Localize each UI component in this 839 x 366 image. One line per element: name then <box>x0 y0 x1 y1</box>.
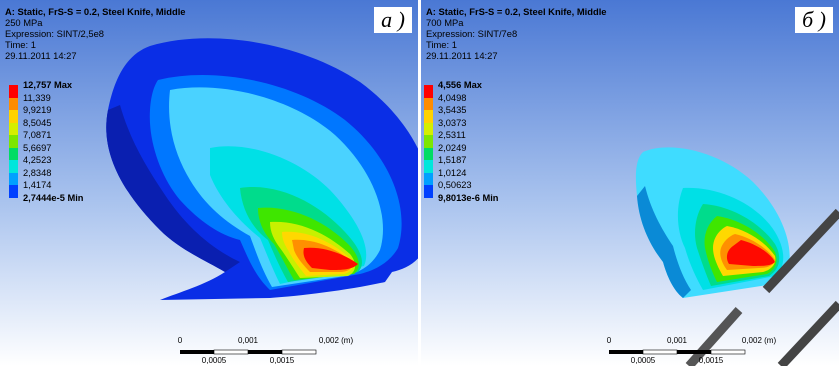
legend-swatch <box>424 97 433 110</box>
legend-swatch <box>424 85 433 98</box>
scale-label: 0,0015 <box>698 356 724 365</box>
legend-label: 1,0124 <box>438 167 467 178</box>
legend-swatch <box>424 147 433 160</box>
expression-text: Expression: SINT/7e8 <box>426 28 518 39</box>
result-header: A: Static, FrS-S = 0.2, Steel Knife, Mid… <box>426 6 607 61</box>
legend-label: 11,339 <box>23 92 51 103</box>
legend-swatch <box>9 122 18 135</box>
legend-swatch <box>9 185 18 198</box>
legend-label: 8,5045 <box>23 117 52 128</box>
scale-label: 0,001 <box>237 336 259 345</box>
scale-bar: 0 0,001 0,002 (m) 0,0005 0,0015 <box>599 336 779 366</box>
legend-label: 5,6697 <box>23 142 52 153</box>
date-text: 29.11.2011 14:27 <box>5 50 77 61</box>
panel-b: A: Static, FrS-S = 0.2, Steel Knife, Mid… <box>421 0 839 366</box>
stress-unit: 700 MPa <box>426 17 464 28</box>
legend-label: 9,9219 <box>23 105 52 115</box>
scale-label: 0 <box>177 336 183 345</box>
time-text: Time: 1 <box>5 39 36 50</box>
contour-band-max <box>303 247 358 270</box>
legend-swatch <box>424 185 433 198</box>
panel-label: б ) <box>795 7 833 33</box>
legend-swatch <box>9 147 18 160</box>
legend-swatch <box>424 172 433 185</box>
legend-label: 2,8348 <box>23 167 52 178</box>
time-text: Time: 1 <box>426 39 457 50</box>
legend-label: 1,4174 <box>23 180 52 190</box>
watermark-stripe <box>762 208 839 294</box>
panel-a: A: Static, FrS-S = 0.2, Steel Knife, Mid… <box>0 0 418 366</box>
watermark-stripe <box>685 307 743 366</box>
legend-label: 3,5435 <box>438 105 467 115</box>
legend-swatch <box>424 110 433 123</box>
legend-swatch <box>9 135 18 148</box>
legend-swatch <box>9 172 18 185</box>
expression-text: Expression: SINT/2,5e8 <box>5 28 105 39</box>
legend-swatch <box>424 160 433 173</box>
stress-unit: 250 MPa <box>5 17 43 28</box>
legend-label: 2,5311 <box>438 130 466 140</box>
legend-swatch <box>424 135 433 148</box>
watermark-stripe <box>777 300 839 366</box>
contour-band-max <box>726 240 775 266</box>
legend-label: 4,2523 <box>23 155 52 165</box>
analysis-title: A: Static, FrS-S = 0.2, Steel Knife, Mid… <box>5 6 186 17</box>
legend-swatch <box>9 97 18 110</box>
legend-swatch <box>9 110 18 123</box>
scale-label: 0,0005 <box>201 356 227 365</box>
viewport-background <box>421 0 839 366</box>
legend-min-label: 2,7444e-5 Min <box>23 192 84 203</box>
legend-label: 2,0249 <box>438 142 467 153</box>
legend-label: 1,5187 <box>438 155 467 165</box>
legend-label: 7,0871 <box>23 130 52 140</box>
legend-label: 0,50623 <box>438 180 472 190</box>
legend-swatch <box>424 122 433 135</box>
legend-swatch <box>9 85 18 98</box>
stress-contour-plot <box>635 147 839 366</box>
date-text: 29.11.2011 14:27 <box>426 50 498 61</box>
legend-max-label: 12,757 Max <box>23 80 73 90</box>
contour-band-side <box>106 105 240 272</box>
analysis-title: A: Static, FrS-S = 0.2, Steel Knife, Mid… <box>426 6 607 17</box>
legend-swatch <box>9 160 18 173</box>
legend-max-label: 4,556 Max <box>438 80 482 90</box>
legend-min-label: 9,8013e-6 Min <box>438 192 499 203</box>
scale-label: 0,0005 <box>630 356 656 365</box>
contour-band-side <box>637 186 691 298</box>
legend-label: 4,0498 <box>438 92 467 103</box>
scale-bar: 0 0,001 0,002 (m) 0,0005 0,0015 <box>170 336 354 366</box>
stress-contour-plot <box>106 38 418 300</box>
scale-label: 0,0015 <box>269 356 295 365</box>
scale-label: 0,002 (m) <box>318 336 354 345</box>
panel-label: а ) <box>374 7 412 33</box>
scale-label: 0 <box>606 336 612 345</box>
result-header: A: Static, FrS-S = 0.2, Steel Knife, Mid… <box>5 6 186 61</box>
scale-label: 0,001 <box>666 336 688 345</box>
scale-label: 0,002 (m) <box>741 336 777 345</box>
legend-label: 3,0373 <box>438 117 467 128</box>
